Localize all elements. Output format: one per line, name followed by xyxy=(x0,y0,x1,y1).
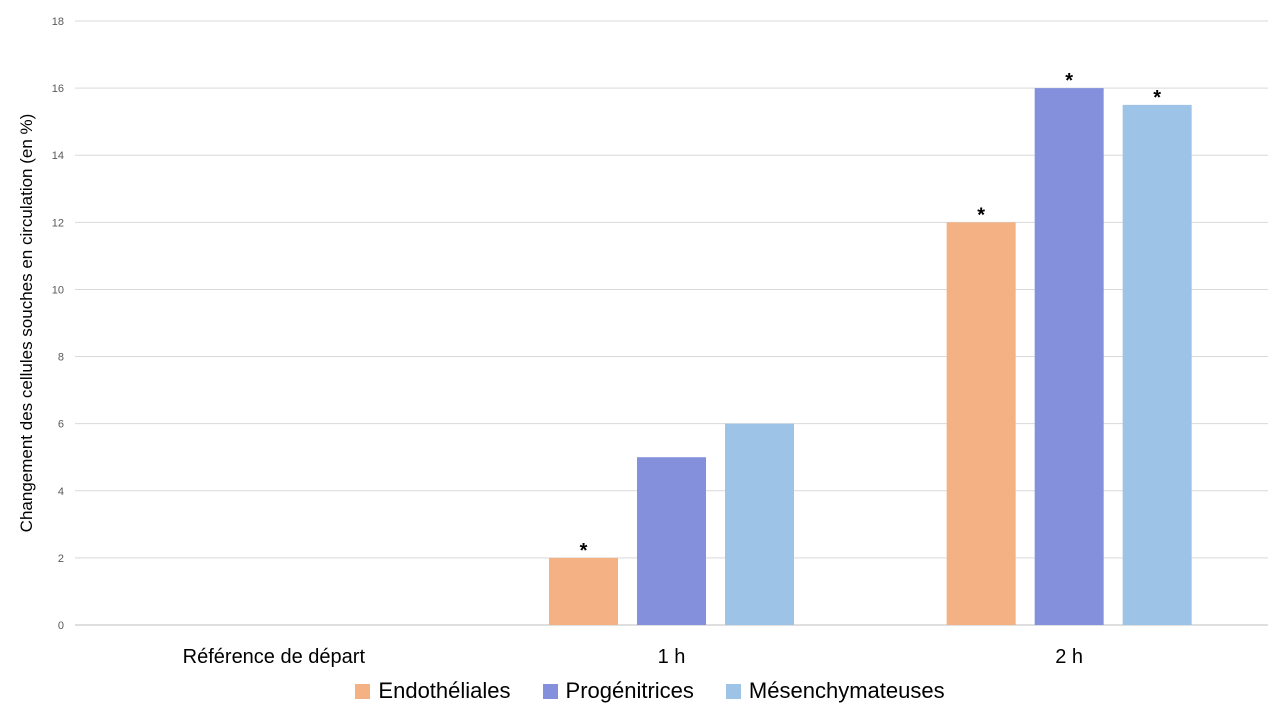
x-category-label: 1 h xyxy=(658,646,686,668)
legend-swatch xyxy=(542,683,558,699)
y-tick-label: 0 xyxy=(58,620,64,632)
legend-label: Mésenchymateuses xyxy=(748,678,945,703)
significance-star: * xyxy=(1065,70,1073,92)
legend-item: Progénitrices xyxy=(542,678,694,704)
bar xyxy=(725,423,794,625)
bar xyxy=(637,457,706,625)
y-tick-label: 16 xyxy=(52,83,64,95)
x-category-label: Référence de départ xyxy=(183,646,366,668)
y-tick-label: 14 xyxy=(52,150,64,162)
legend: Endothéliales Progénitrices Mésenchymateus… xyxy=(0,678,1280,704)
significance-star: * xyxy=(580,540,588,562)
y-tick-labels: 0 2 4 6 8 10 12 14 16 18 xyxy=(52,16,64,632)
y-tick-label: 10 xyxy=(52,284,64,296)
bar xyxy=(1034,88,1104,626)
significance-star: * xyxy=(1153,87,1161,109)
bar xyxy=(549,557,618,625)
bars xyxy=(549,88,1192,626)
y-tick-label: 8 xyxy=(58,352,64,364)
legend-item: Endothéliales xyxy=(355,678,511,704)
bar xyxy=(1122,104,1192,625)
y-axis-title: Changement des cellules souches en circu… xyxy=(17,114,36,533)
y-tick-label: 4 xyxy=(58,486,64,498)
legend-label: Progénitrices xyxy=(565,678,694,703)
y-tick-label: 2 xyxy=(58,553,64,565)
legend-label: Endothéliales xyxy=(378,678,511,703)
legend-item: Mésenchymateuses xyxy=(725,678,945,704)
x-category-label: 2 h xyxy=(1055,646,1083,668)
gridlines xyxy=(75,20,1268,626)
bar xyxy=(946,222,1016,626)
x-category-labels: Référence de départ 1 h 2 h xyxy=(183,646,1083,668)
y-tick-label: 18 xyxy=(52,16,64,28)
legend-swatch xyxy=(725,683,741,699)
significance-markers: * * * * xyxy=(580,70,1162,562)
y-tick-label: 12 xyxy=(52,217,64,229)
y-tick-label: 6 xyxy=(58,419,64,431)
legend-swatch xyxy=(355,683,371,699)
significance-star: * xyxy=(977,204,985,226)
